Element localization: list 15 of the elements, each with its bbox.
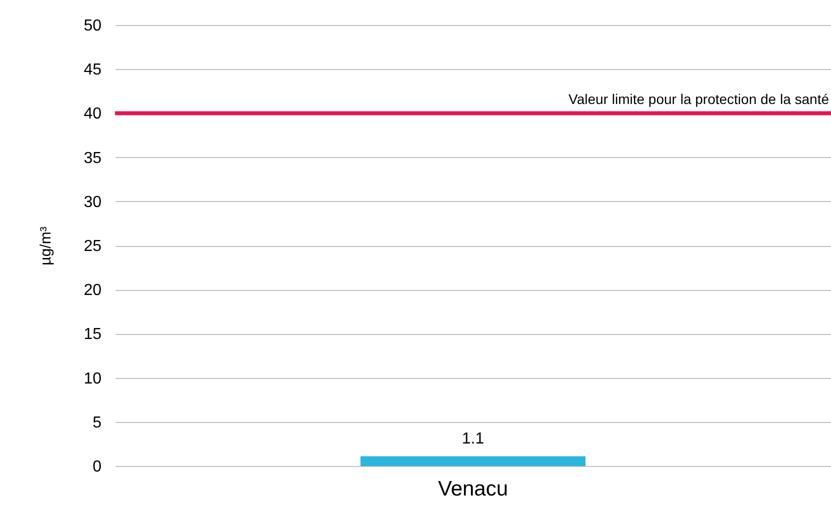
- y-tick-label: 50: [84, 18, 102, 34]
- y-axis-title: µg/m³: [38, 226, 55, 266]
- data-label: 1.1: [462, 430, 484, 448]
- y-tick-label: 5: [92, 414, 102, 432]
- y-tick-label: 45: [84, 62, 102, 79]
- y-tick-label: 0: [92, 458, 102, 476]
- y-tick-label: 20: [84, 282, 102, 300]
- y-tick-label: 40: [84, 106, 102, 123]
- x-tick-label: Venacu: [438, 478, 508, 500]
- y-tick-label: 25: [84, 238, 102, 255]
- y-tick-label: 15: [84, 326, 102, 344]
- y-tick-label: 30: [84, 194, 102, 211]
- y-tick-label: 10: [84, 370, 102, 388]
- y-tick-label: 35: [84, 150, 102, 167]
- ref-line-label: Valeur limite pour la protection de la santé: [568, 91, 830, 108]
